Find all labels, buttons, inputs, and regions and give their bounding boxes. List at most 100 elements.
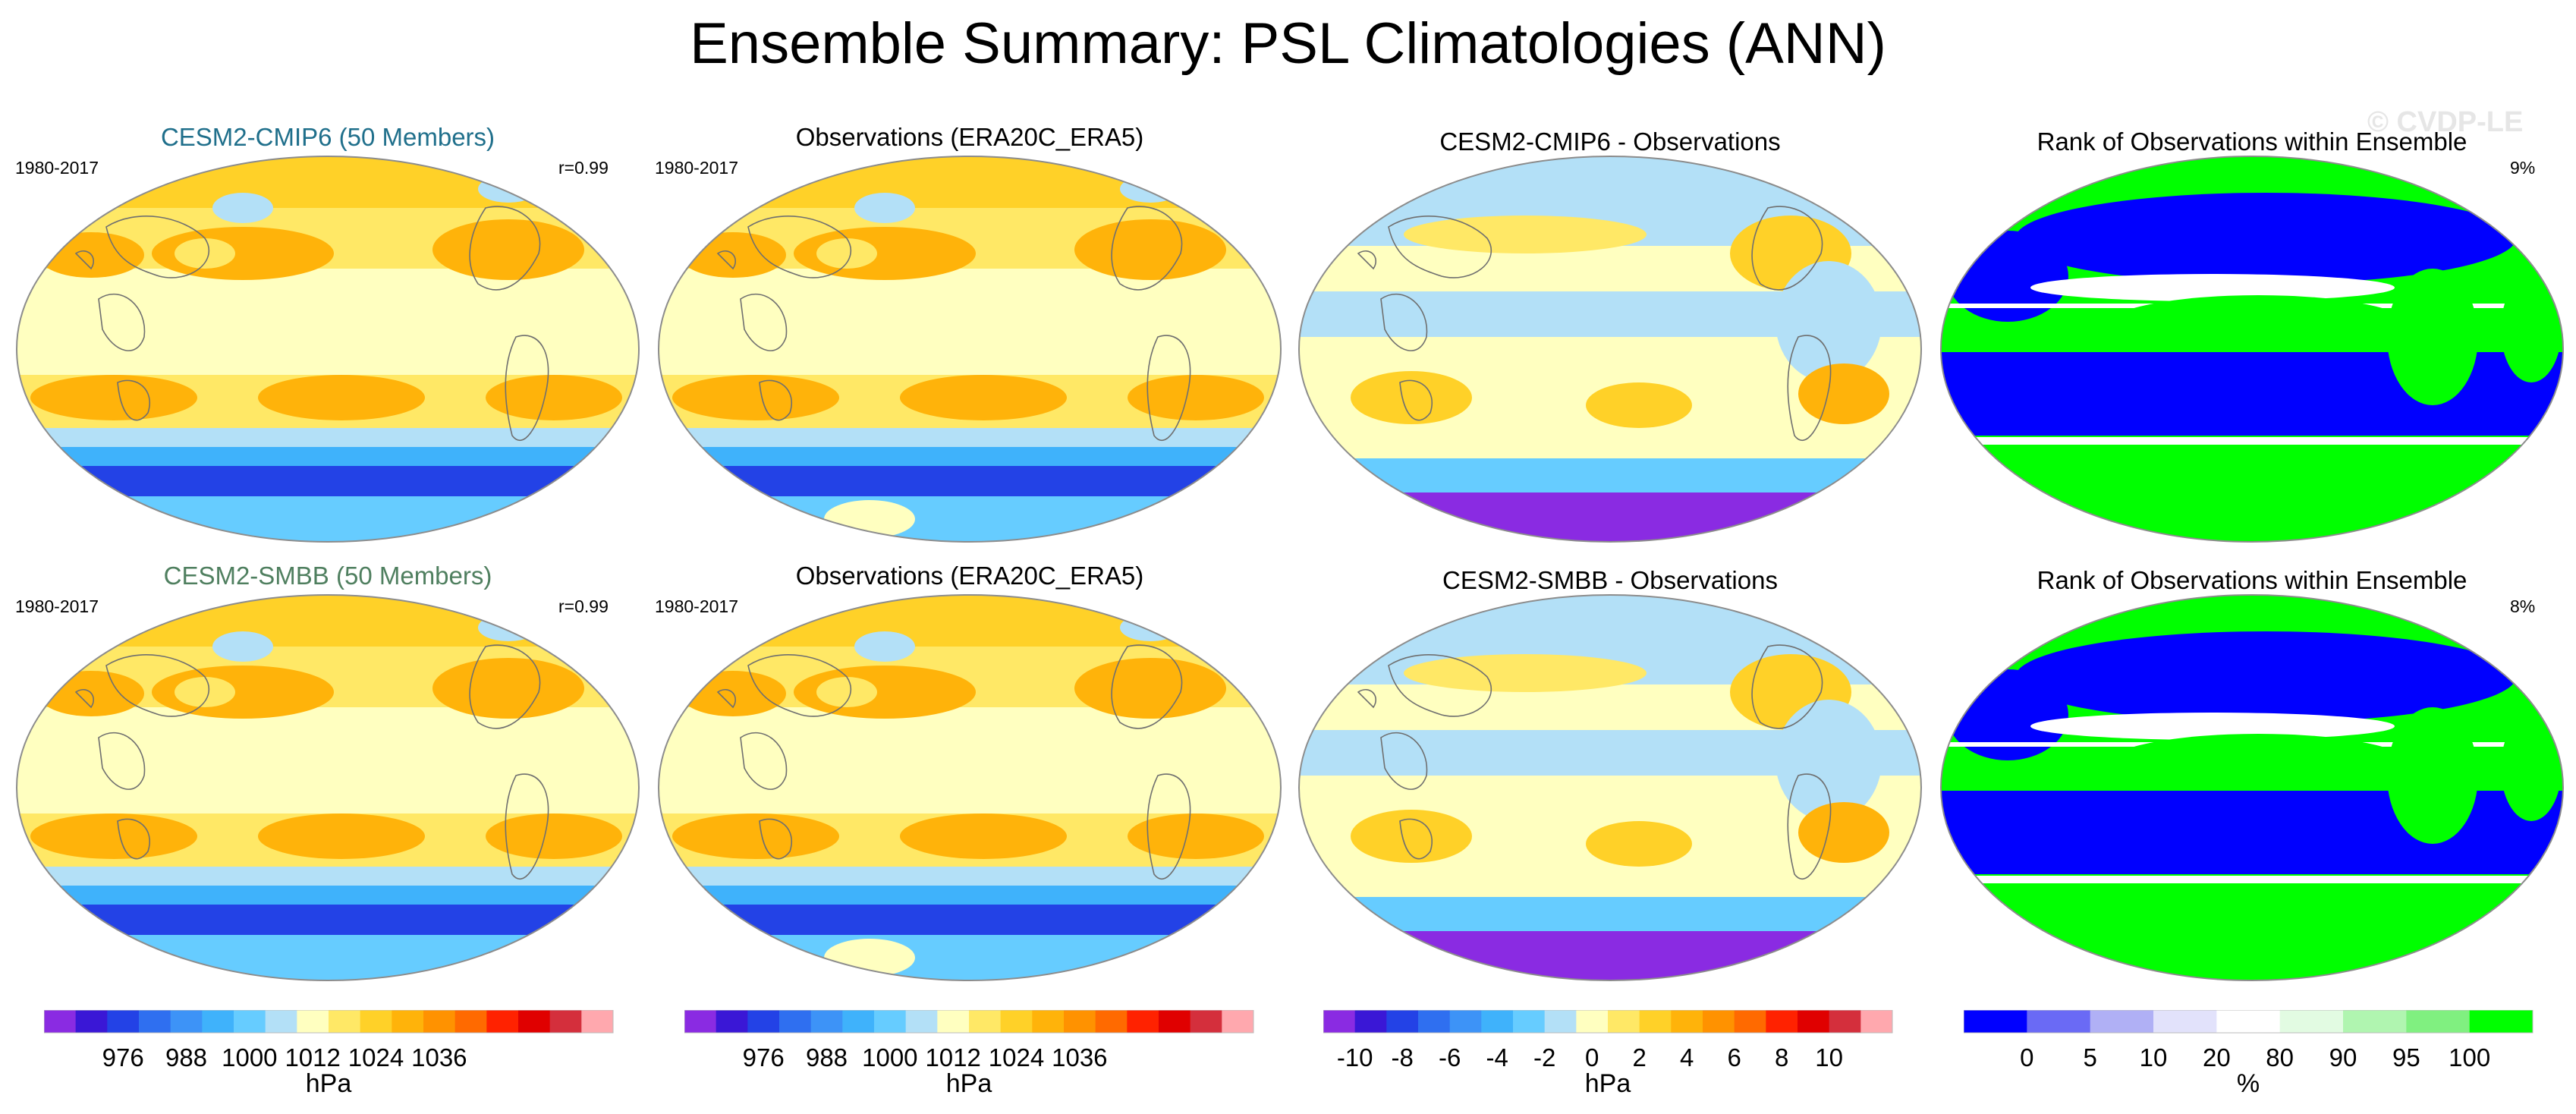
psl-high-south-atlantic — [486, 375, 622, 420]
obs-period: 1980-2017 — [655, 158, 738, 178]
colorbar-swatch — [454, 1010, 487, 1033]
rank-panel-title: Rank of Observations within Ensemble — [2037, 566, 2467, 594]
rank-tropical-high — [2106, 295, 2410, 356]
colorbar-swatch — [75, 1010, 108, 1033]
colorbar-tick-label: 1036 — [1052, 1043, 1107, 1072]
psl-icelandic-low — [1120, 175, 1181, 203]
psl-polar-north — [659, 156, 1281, 208]
diff-panel-title: CESM2-CMIP6 - Observations — [1439, 127, 1781, 156]
colorbar-swatch — [1032, 1010, 1065, 1033]
colorbar-tick-label: -4 — [1486, 1043, 1508, 1072]
colorbar-swatch — [1159, 1010, 1191, 1033]
coastline — [1111, 206, 1183, 291]
colorbar-swatch — [486, 1010, 519, 1033]
rank-north-pacific — [2015, 193, 2516, 284]
colorbar-unit: hPa — [306, 1069, 352, 1094]
colorbar-tick-label: 4 — [1680, 1043, 1694, 1072]
colorbar-swatch — [716, 1010, 748, 1033]
rank-tropical-edge — [2030, 713, 2395, 740]
coastline — [740, 732, 788, 790]
diff-north-pacific-positive — [1404, 654, 1647, 692]
psl-low-aleutian — [816, 677, 877, 707]
watermark: © CVDP-LE — [2367, 106, 2524, 138]
rank-north-pacific — [2015, 631, 2516, 722]
rank-percent: 8% — [2510, 596, 2536, 616]
model-period: 1980-2017 — [15, 596, 99, 616]
colorbar-swatch — [969, 1010, 1002, 1033]
coastline — [1146, 335, 1191, 441]
coastline — [469, 206, 541, 291]
psl-high-south-pacific — [900, 813, 1067, 859]
rank-boundary-2 — [1941, 437, 2563, 445]
map-outline — [16, 156, 640, 543]
colorbar-swatch — [139, 1010, 171, 1033]
psl-map-panel — [16, 156, 640, 543]
colorbar-swatch — [2343, 1010, 2407, 1033]
psl-southern-ocean-3 — [17, 905, 639, 935]
diff-south-indian-positive — [1351, 371, 1472, 424]
map-outline — [1940, 594, 2564, 981]
colorbar-tick-label: 1012 — [285, 1043, 340, 1072]
psl-polar-north — [17, 595, 639, 647]
colorbar-swatch — [297, 1010, 329, 1033]
colorbar-swatch — [2153, 1010, 2217, 1033]
diff-southern-ocean — [1299, 458, 1921, 492]
colorbar-swatch — [392, 1010, 424, 1033]
psl-high-south-pacific — [258, 813, 425, 859]
colorbar-tick-label: -6 — [1439, 1043, 1461, 1072]
diff-south-indian-positive — [1351, 810, 1472, 863]
obs-panel-title: Observations (ERA20C_ERA5) — [795, 123, 1144, 151]
map-outline — [658, 594, 1282, 981]
diff-south-pacific-positive — [1586, 821, 1692, 867]
colorbar-swatch — [423, 1010, 456, 1033]
psl-polar-north — [659, 595, 1281, 647]
colorbar-swatch — [549, 1010, 582, 1033]
colorbar-tick-label: 20 — [2203, 1043, 2231, 1072]
rank-boundary-2 — [1941, 876, 2563, 883]
psl-aleutian-low — [854, 631, 915, 662]
colorbar-swatch — [1964, 1010, 2027, 1033]
coastline — [1388, 654, 1492, 717]
coastline — [747, 654, 852, 717]
figure-title: Ensemble Summary: PSL Climatologies (ANN… — [690, 11, 1886, 76]
diff-atlantic-negative — [1776, 700, 1882, 821]
coastline — [505, 773, 549, 880]
coastline — [117, 379, 150, 421]
coastline — [1751, 644, 1823, 729]
psl-antarctica — [17, 935, 639, 980]
colorbar-tick-label: 976 — [102, 1043, 144, 1072]
psl-low-aleutian — [175, 238, 235, 269]
psl-map-panel — [658, 594, 1282, 981]
diff-map-panel — [1298, 594, 1922, 981]
colorbar-swatch — [1354, 1010, 1387, 1033]
coastline — [1787, 773, 1832, 880]
rank-map-panel — [1940, 594, 2564, 981]
colorbar-swatch — [1386, 1010, 1419, 1033]
psl-high-south-indian — [30, 813, 197, 859]
diff-north-pacific-positive — [1404, 216, 1647, 253]
psl-icelandic-low — [478, 614, 539, 641]
psl-high-south-indian — [672, 375, 839, 420]
colorbar-swatch — [170, 1010, 203, 1033]
colorbar-tick-label: 988 — [165, 1043, 207, 1072]
colorbar-swatch — [1418, 1010, 1451, 1033]
psl-high-south-indian — [672, 813, 839, 859]
colorbar-tick-label: 80 — [2266, 1043, 2294, 1072]
coastline — [747, 216, 852, 278]
psl-tropics — [659, 707, 1281, 813]
psl-icelandic-low — [1120, 614, 1181, 641]
colorbar-swatch — [1064, 1010, 1096, 1033]
colorbar-tick-label: 6 — [1727, 1043, 1741, 1072]
colorbar-swatch — [265, 1010, 297, 1033]
colorbar-border — [1964, 1010, 2534, 1034]
psl-high-north-atlantic — [1074, 658, 1226, 719]
rank-map-panel — [1940, 156, 2564, 543]
psl-high-south-atlantic — [1128, 813, 1264, 859]
psl-tropics — [17, 269, 639, 375]
model-correlation: r=0.99 — [558, 596, 609, 616]
colorbar-tick-label: 2 — [1632, 1043, 1646, 1072]
colorbar-tick-label: 10 — [2140, 1043, 2168, 1072]
coastline — [759, 379, 792, 421]
psl-high-north-atlantic — [432, 658, 584, 719]
diff-panel-title: CESM2-SMBB - Observations — [1442, 566, 1778, 594]
